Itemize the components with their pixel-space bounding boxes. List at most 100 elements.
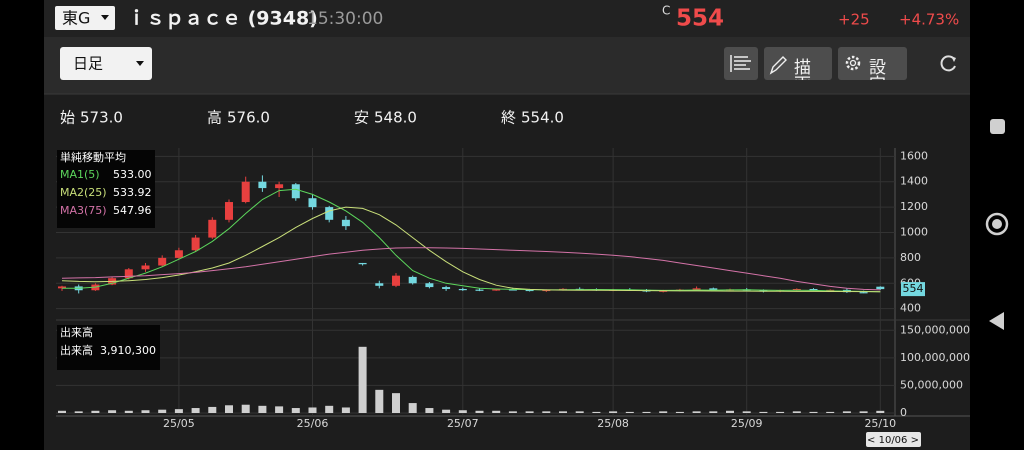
nav-recent[interactable] [990,119,1005,134]
volume-bar [508,411,517,413]
volume-bar [809,411,818,413]
candle-body [58,286,66,289]
summary-value: 548.0 [374,109,417,127]
ma-line [61,206,881,293]
nav-home-dot [992,219,1002,229]
volume-bar [291,408,300,413]
market-select[interactable] [55,6,115,30]
y-tick-label: 1400 [900,175,928,188]
legend-value: 533.00 [113,168,152,181]
x-tick-label: 25/06 [297,417,329,430]
volume-bar [759,411,768,413]
candle-body [458,288,467,291]
volume-bar [258,405,267,413]
refresh-button[interactable] [940,55,956,72]
volume-bar [325,405,334,413]
period-label: 日足 [73,55,103,73]
volume-bar [341,407,350,413]
nav-home[interactable] [985,212,1009,236]
settings-button[interactable] [838,47,907,80]
period-select[interactable] [60,47,152,80]
volume-bar [709,411,718,413]
nav-back[interactable] [989,312,1004,330]
candle-body [174,250,183,258]
legend-label: 出来高 [60,343,93,357]
volume-bar [174,409,183,413]
y-tick-label: 1200 [900,200,928,213]
candle-body [208,219,217,238]
volume-bar [842,411,851,413]
candle-body [141,265,150,270]
legend-name: MA2(25) [60,186,107,199]
volume-bar [726,410,734,413]
legend-title: 単純移動平均 [60,150,126,164]
market-label: 東G [62,9,90,28]
volume-bar [776,411,785,413]
legend-name: MA1(5) [60,168,100,181]
volume-bar [74,411,83,413]
x-tick-label: 25/07 [447,417,479,430]
summary-value: 554.0 [521,109,564,127]
dropdown-arrow [101,15,109,20]
volume-bar [792,411,801,413]
list-icon [730,55,751,72]
y-tick-label: 1000 [900,226,928,239]
candle-body [341,219,350,227]
volume-bar [58,410,66,413]
volume-bar [275,406,284,413]
candle-body [258,181,267,189]
change: +25 [838,11,870,29]
volume-bar [191,408,200,413]
volume-bar [675,411,684,413]
y-tick-label: 150,000,000 [900,323,970,336]
y-tick-label: 1600 [900,149,928,162]
header-bar [44,0,970,37]
volume-bar [492,410,501,413]
legend-value: 3,910,300 [100,344,156,357]
pencil-icon [769,56,787,75]
x-tick-label: 25/09 [731,417,763,430]
draw-button[interactable] [764,47,832,80]
candle-body [425,283,434,288]
volume-bar [141,410,150,413]
volume-bar [442,409,451,413]
volume-bar [575,411,584,413]
ma-line [61,247,881,291]
volume-bar [609,411,618,413]
volume-bar [408,403,417,413]
volume-bar [108,410,117,413]
volume-bar [475,410,484,413]
candle-body [709,288,718,291]
last-price-label: 554 [903,282,924,295]
legend-value: 547.96 [113,204,152,217]
draw-label: 描画 [790,58,811,92]
gear-icon [845,55,861,71]
volume-bar [542,411,551,413]
volume-bar [208,406,217,413]
ohlc-summary: 始 573.0 高 576.0 安 548.0 終 554.0 [60,109,564,127]
volume-bar [392,393,400,413]
volume-bar [592,411,601,413]
volume-bar [559,411,567,413]
volume-bar [625,411,634,413]
y-tick-label: 800 [900,251,921,264]
volume-bar [642,411,651,413]
candle-body [492,289,501,291]
volume-bar [742,411,751,413]
volume-bar [241,404,250,413]
price: 554 [676,6,724,32]
last-price-box [901,282,925,297]
candle-body [275,184,284,189]
y-tick-label: 100,000,000 [900,351,970,364]
candle-body [375,283,384,286]
volume-bar [158,409,167,413]
volume-bar [826,411,835,413]
list-button[interactable] [724,47,758,80]
volume-bar [659,411,668,413]
legend-value: 533.92 [113,186,152,199]
candle-body [358,262,367,265]
summary-value: 576.0 [227,109,270,127]
cursor-date-box[interactable] [866,432,921,447]
